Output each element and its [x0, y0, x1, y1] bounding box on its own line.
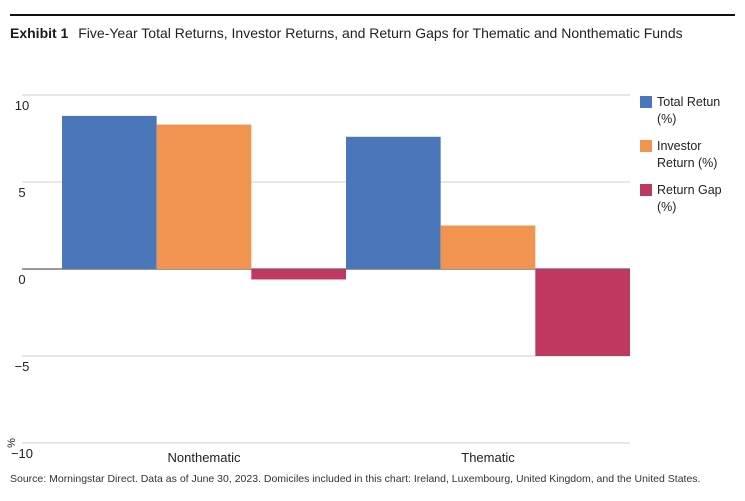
bar — [346, 136, 441, 269]
x-tick-label: Nonthematic — [168, 450, 241, 465]
y-tick-label: 5 — [18, 185, 25, 200]
x-tick-label: Thematic — [461, 450, 515, 465]
bar — [251, 269, 346, 280]
chart-title: Exhibit 1 Five-Year Total Returns, Inves… — [10, 25, 683, 41]
top-rule — [10, 14, 735, 16]
y-tick-label: 10 — [15, 98, 29, 113]
legend-swatch — [640, 140, 652, 152]
legend-label: Investor — [657, 139, 701, 153]
bar-chart: 10 5 0 −5 −10% Nonthematic Thematic Total Retun… — [6, 94, 722, 465]
legend-label: Return Gap — [657, 183, 722, 197]
bar — [440, 225, 536, 269]
bar — [62, 115, 157, 269]
chart-caption: Five-Year Total Returns, Investor Return… — [78, 25, 683, 41]
y-axis-label: % — [6, 438, 18, 448]
legend-swatch — [640, 96, 652, 108]
source-note: Source: Morningstar Direct. Data as of J… — [10, 473, 701, 485]
y-tick-label: 0 — [18, 272, 25, 287]
legend-label: Total Retun — [657, 95, 720, 109]
y-tick-label: −10 — [11, 446, 33, 461]
exhibit-label: Exhibit 1 — [10, 25, 69, 41]
legend-swatch — [640, 184, 652, 196]
y-tick-label: −5 — [15, 359, 30, 374]
bar — [156, 124, 252, 269]
legend-label: (%) — [657, 200, 676, 214]
bar — [535, 269, 630, 356]
legend-label: Return (%) — [657, 156, 717, 170]
legend-label: (%) — [657, 112, 676, 126]
